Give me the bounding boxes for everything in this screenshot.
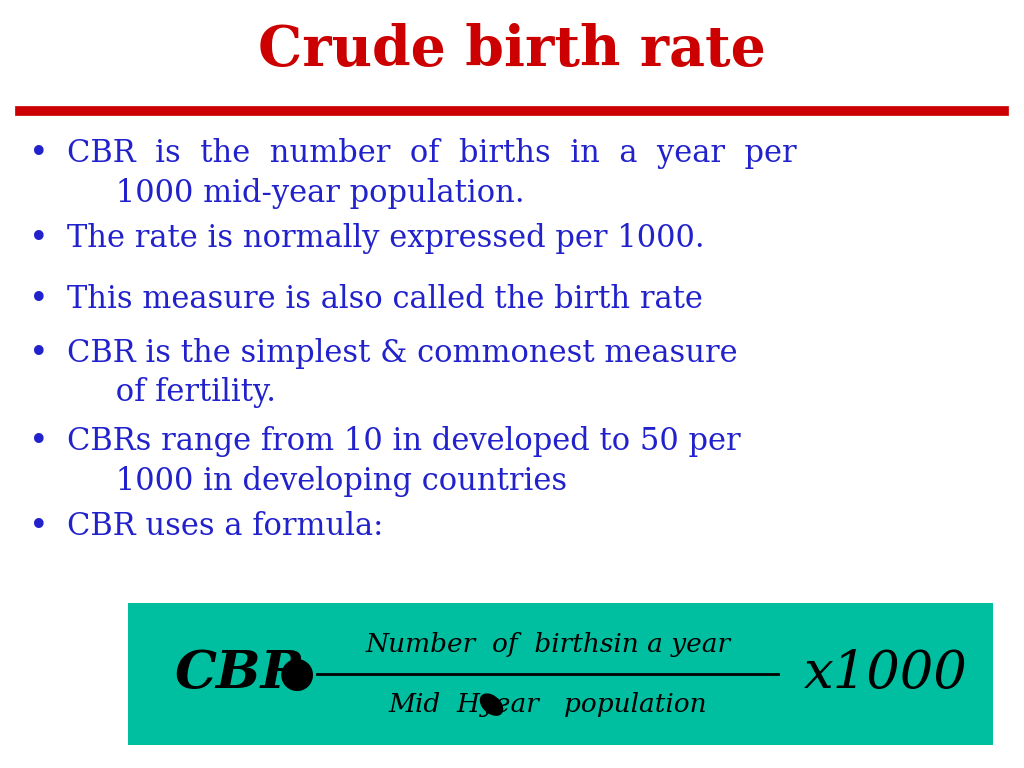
Text: •: • (29, 426, 49, 458)
Text: •: • (29, 511, 49, 543)
Text: Number  of  birthsin a year: Number of birthsin a year (366, 632, 730, 657)
Text: CBR uses a formula:: CBR uses a formula: (67, 511, 383, 541)
Text: •: • (29, 223, 49, 255)
Text: CBR: CBR (174, 648, 304, 700)
Text: Mid  Ηyear   population: Mid Ηyear population (388, 692, 708, 717)
Text: CBR is the simplest & commonest measure
     of fertility.: CBR is the simplest & commonest measure … (67, 338, 737, 409)
Text: •: • (29, 138, 49, 170)
Text: CBR  is  the  number  of  births  in  a  year  per
     1000 mid-year population: CBR is the number of births in a year pe… (67, 138, 797, 209)
FancyBboxPatch shape (128, 603, 993, 745)
Text: The rate is normally expressed per 1000.: The rate is normally expressed per 1000. (67, 223, 705, 253)
Text: •: • (29, 284, 49, 316)
Text: •: • (29, 338, 49, 370)
Text: CBRs range from 10 in developed to 50 per
     1000 in developing countries: CBRs range from 10 in developed to 50 pe… (67, 426, 740, 497)
Text: ●: ● (279, 653, 315, 695)
Text: This measure is also called the birth rate: This measure is also called the birth ra… (67, 284, 702, 315)
Text: Crude birth rate: Crude birth rate (258, 23, 766, 78)
Ellipse shape (480, 694, 503, 715)
Text: x1000: x1000 (804, 648, 968, 700)
